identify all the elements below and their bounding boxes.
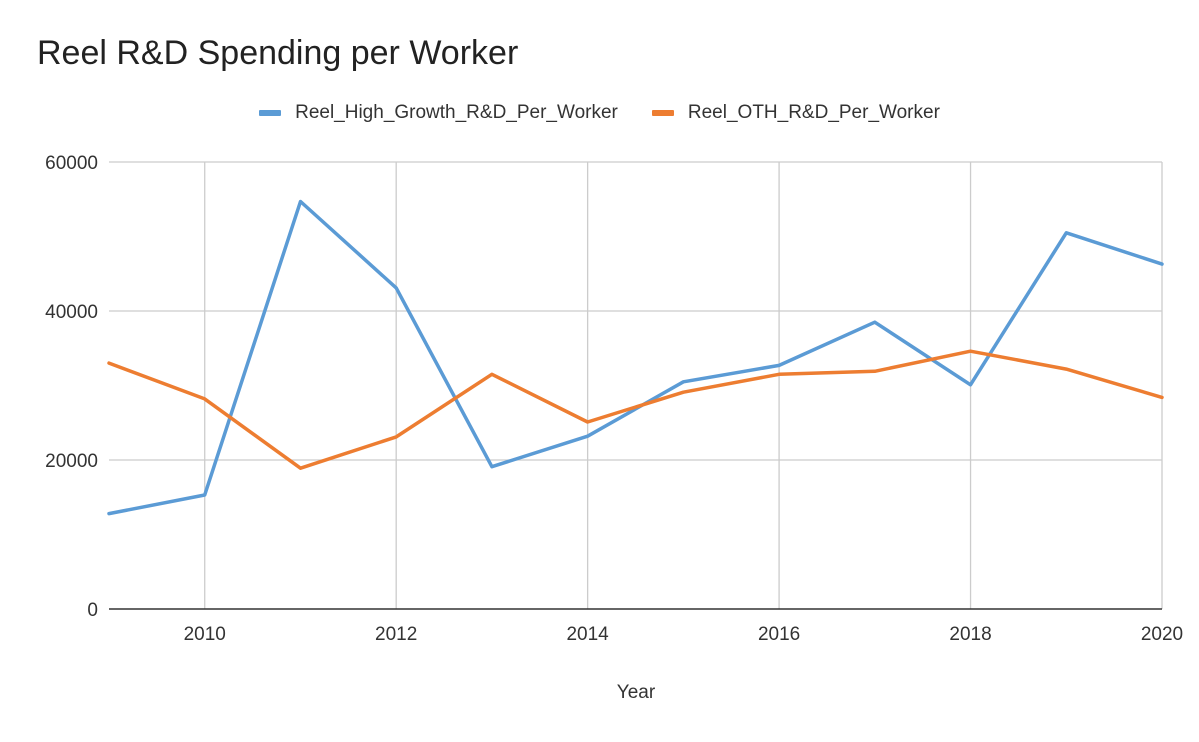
tick-labels: 0 20000 40000 60000 2010 2012 2014 2016 2018 2020 (45, 153, 1183, 645)
y-tick-label-60000: 60000 (45, 153, 98, 174)
legend-label-oth: Reel_OTH_R&D_Per_Worker (687, 102, 940, 123)
x-tick-label-2010: 2010 (184, 624, 226, 645)
x-tick-label-2016: 2016 (758, 624, 800, 645)
chart-title: Reel R&D Spending per Worker (37, 34, 519, 72)
series-lines (107, 199, 1164, 516)
x-tick-label-2012: 2012 (375, 624, 417, 645)
legend-swatch-high-growth (259, 110, 282, 116)
legend: Reel_High_Growth_R&D_Per_Worker Reel_OTH… (0, 102, 1199, 124)
x-tick-label-2020: 2020 (1141, 624, 1183, 645)
series-line-0 (107, 199, 1164, 516)
legend-item-oth[interactable]: Reel_OTH_R&D_Per_Worker (651, 102, 940, 124)
series-line-1 (107, 349, 1164, 470)
y-tick-label-0: 0 (87, 600, 98, 621)
y-tick-label-40000: 40000 (45, 302, 98, 323)
legend-label-high-growth: Reel_High_Growth_R&D_Per_Worker (295, 102, 618, 123)
x-axis-title: Year (617, 682, 656, 703)
legend-swatch-oth (651, 110, 674, 116)
legend-item-high-growth[interactable]: Reel_High_Growth_R&D_Per_Worker (259, 102, 618, 124)
x-tick-label-2018: 2018 (949, 624, 991, 645)
x-tick-label-2014: 2014 (566, 624, 609, 645)
gridlines (109, 161, 1163, 609)
y-tick-label-20000: 20000 (45, 451, 98, 472)
